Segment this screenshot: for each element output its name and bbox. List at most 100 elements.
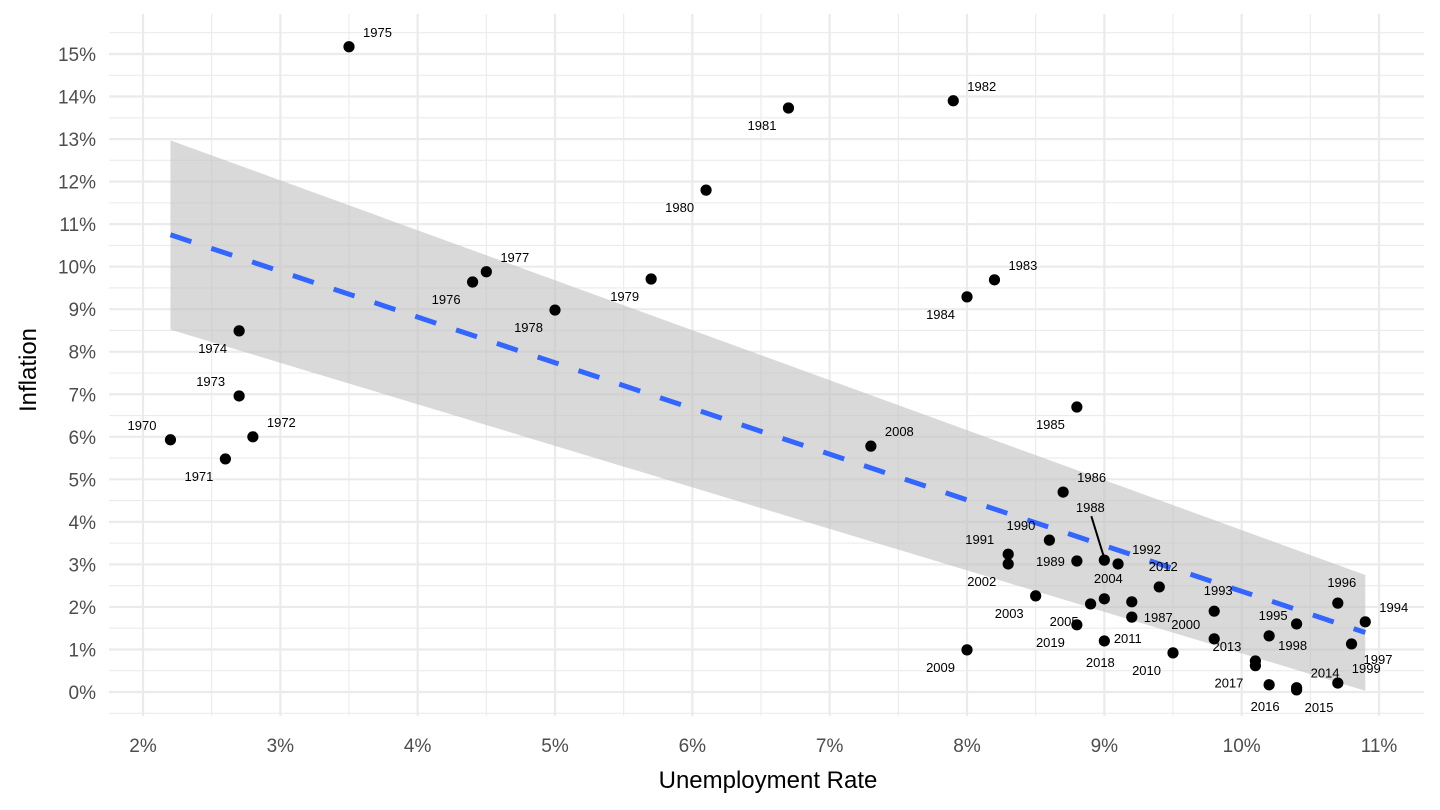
point-label: 1982 [967,79,996,94]
point-label: 2019 [1036,635,1065,650]
point-label: 2004 [1094,571,1123,586]
y-axis-title: Inflation [15,328,42,412]
data-point [1126,611,1138,623]
data-point [1098,593,1110,605]
point-label: 2009 [926,660,955,675]
point-label: 1991 [965,532,994,547]
data-point [988,274,1001,286]
data-point [1098,635,1110,647]
y-tick-label: 13% [58,130,96,151]
point-label: 1970 [128,418,157,433]
point-label: 2014 [1311,666,1340,681]
data-point [1085,598,1097,610]
y-tick-label: 3% [69,555,97,576]
point-label: 2013 [1212,639,1241,654]
point-label: 1996 [1327,575,1356,590]
point-label: 1986 [1077,470,1106,485]
x-tick-label: 11% [1361,736,1398,757]
data-point [1071,619,1083,631]
data-point [1332,677,1344,689]
data-point [782,102,795,114]
y-tick-label: 14% [58,88,96,109]
point-label: 1977 [500,250,529,265]
x-tick-label: 5% [541,736,569,757]
data-point [1126,596,1138,608]
point-label: 1994 [1379,600,1408,615]
data-point [247,431,259,443]
x-tick-label: 2% [129,736,157,757]
y-tick-label: 2% [69,598,97,619]
y-tick-label: 5% [69,470,97,491]
point-label: 1999 [1352,661,1381,676]
point-label: 1979 [610,289,639,304]
data-point [947,95,959,107]
data-point [1057,486,1069,498]
point-label: 2011 [1114,631,1142,646]
point-label: 2003 [995,606,1024,621]
trend-line [169,232,1367,635]
point-label: 2008 [885,424,914,439]
point-label: 2012 [1149,559,1178,574]
data-point [865,440,877,452]
y-tick-label: 15% [58,45,96,66]
point-label: 2005 [1050,614,1079,629]
points-layer [164,41,1371,696]
data-point [343,41,355,53]
y-tick-label: 0% [69,683,97,704]
data-point [1208,605,1220,617]
point-label: 1993 [1204,583,1233,598]
point-label: 1976 [432,292,461,307]
point-label: 1975 [363,25,392,40]
data-point [1167,647,1179,659]
data-point [1291,684,1303,696]
y-tick-label: 1% [69,640,97,661]
x-tick-label: 4% [404,736,432,757]
data-point [645,273,657,285]
point-label: 1984 [926,307,955,322]
data-point [1263,630,1275,642]
point-label: 1995 [1259,608,1288,623]
point-label: 1981 [748,118,777,133]
point-label: 1973 [196,374,225,389]
y-tick-label: 4% [69,513,97,534]
data-point [1332,597,1344,609]
data-point [164,434,177,446]
point-label: 1992 [1132,542,1161,557]
data-point [1345,638,1358,650]
data-point [1263,679,1275,691]
point-labels-layer: 1970 1971 1972 1973 1974 1975 1976 1977 1978 1979… [128,25,1409,715]
point-label: 1983 [1008,258,1037,273]
point-label: 1990 [1006,518,1035,533]
data-point [1153,581,1165,593]
x-tick-labels: 2% 3% 4% 5% 6% 7% 8% 9% 10% 11% [129,736,1397,757]
data-point [1249,660,1261,672]
point-label: 1998 [1278,638,1307,653]
point-label: 1978 [514,320,543,335]
data-point [1002,558,1014,570]
data-point [1043,534,1055,546]
data-point [961,291,973,303]
point-label: 2002 [967,574,996,589]
data-point [1002,548,1014,560]
data-point [1112,558,1124,570]
point-label: 1989 [1036,554,1065,569]
point-label: 1971 [184,469,213,484]
data-point [467,276,479,288]
point-label: 2016 [1251,699,1280,714]
data-point [1071,401,1083,413]
point-label: 1974 [198,341,227,356]
y-tick-label: 7% [69,385,97,406]
data-point [700,184,712,196]
y-tick-label: 11% [59,215,96,236]
y-tick-labels: 0% 1% 2% 3% 4% 5% 6% 7% 8% 9% 10% 11% 12% 13% 14% 15% [58,45,96,704]
data-point [1359,616,1371,628]
x-tick-label: 6% [679,736,707,757]
data-point [219,453,231,465]
y-tick-label: 9% [69,300,97,321]
x-tick-label: 9% [1091,736,1119,757]
label-leader-line [1090,515,1105,556]
point-label: 2017 [1214,676,1243,691]
point-label: 1987 [1144,610,1173,625]
x-tick-label: 7% [816,736,844,757]
